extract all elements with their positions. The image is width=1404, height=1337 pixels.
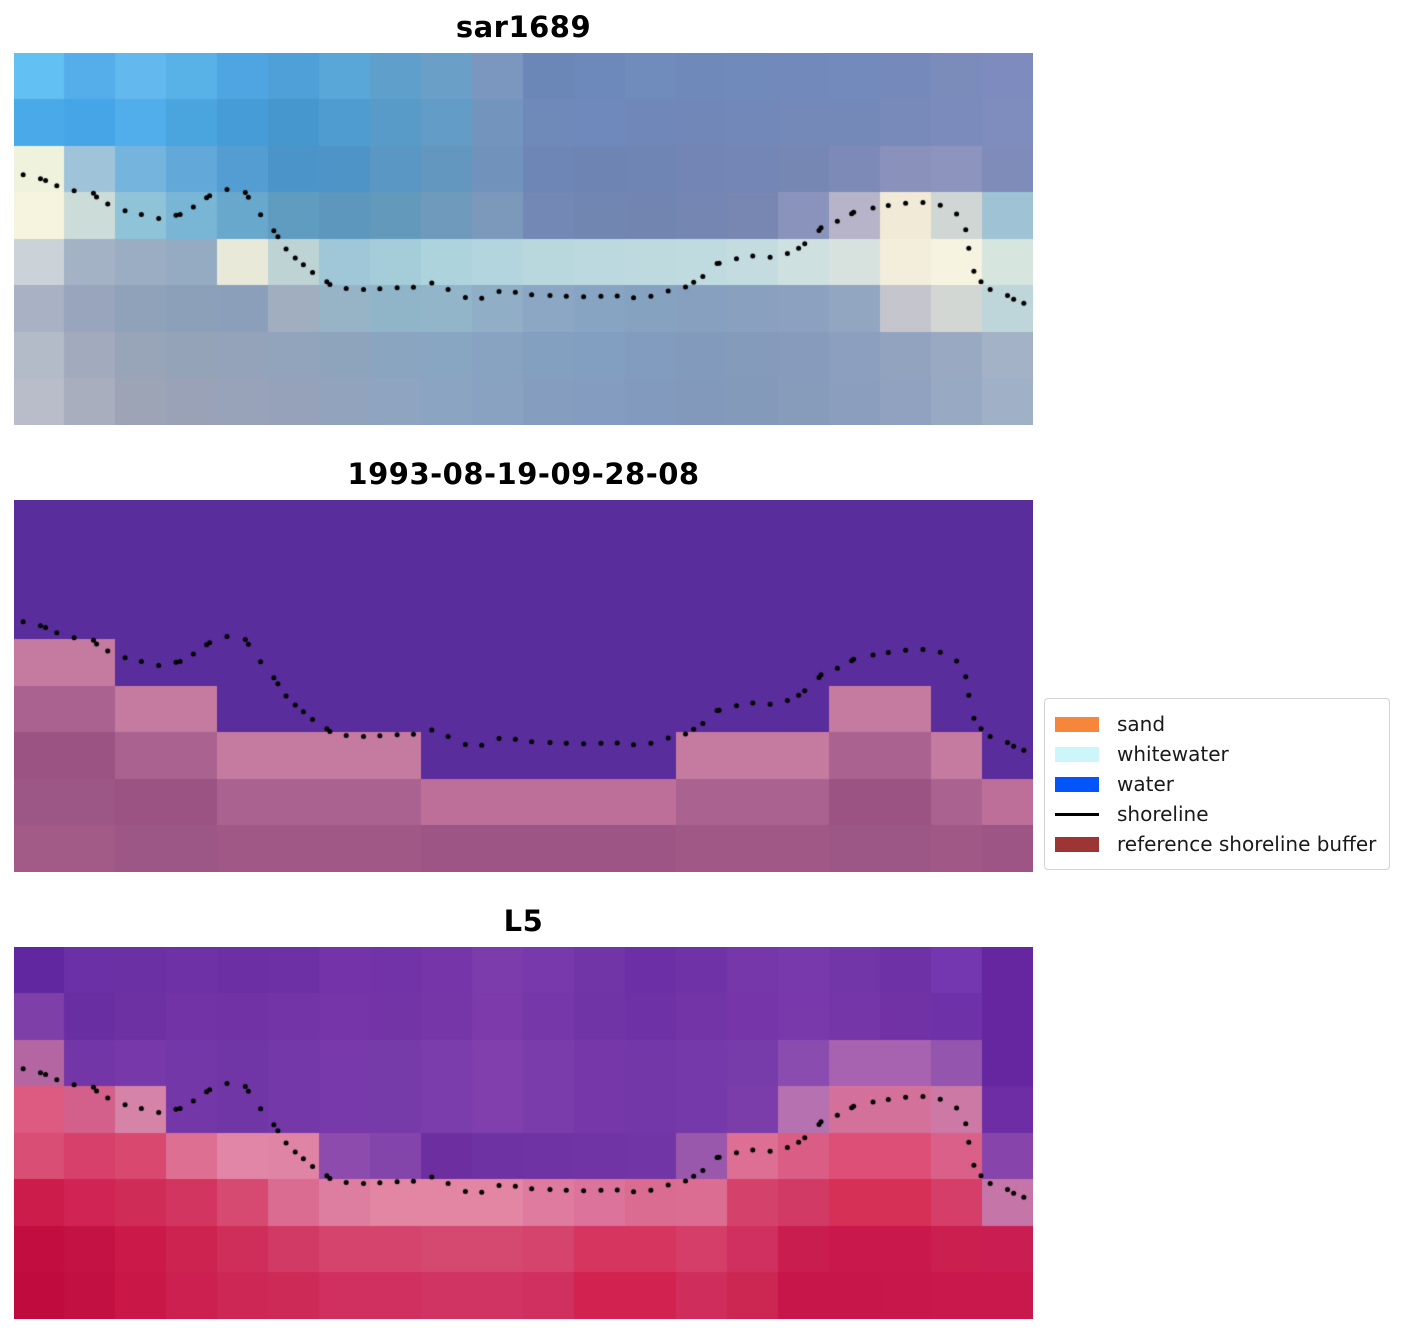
- panel-title-sar: sar1689: [455, 10, 592, 44]
- legend-item-sand: sand: [1055, 709, 1377, 739]
- legend-label-whitewater: whitewater: [1117, 742, 1229, 766]
- legend-item-water: water: [1055, 769, 1377, 799]
- reference-buffer-color-swatch: [1055, 836, 1099, 852]
- legend-item-whitewater: whitewater: [1055, 739, 1377, 769]
- whitewater-color-swatch: [1055, 746, 1099, 762]
- legend-label-shoreline: shoreline: [1117, 802, 1209, 826]
- classified-image-panel-date: [14, 500, 1033, 872]
- satellite-image-panel-sar: [14, 53, 1033, 425]
- legend: sand whitewater water shoreline referenc…: [1044, 698, 1390, 870]
- legend-item-shoreline: shoreline: [1055, 799, 1377, 829]
- sand-color-swatch: [1055, 716, 1099, 732]
- water-color-swatch: [1055, 776, 1099, 792]
- panel-title-l5: L5: [503, 904, 544, 938]
- legend-label-reference-buffer: reference shoreline buffer: [1117, 832, 1377, 856]
- legend-label-sand: sand: [1117, 712, 1166, 736]
- legend-label-water: water: [1117, 772, 1174, 796]
- shoreline-line-swatch: [1055, 812, 1099, 816]
- panel-title-date: 1993-08-19-09-28-08: [347, 457, 700, 491]
- legend-item-reference-buffer: reference shoreline buffer: [1055, 829, 1377, 859]
- satellite-image-panel-l5: [14, 947, 1033, 1319]
